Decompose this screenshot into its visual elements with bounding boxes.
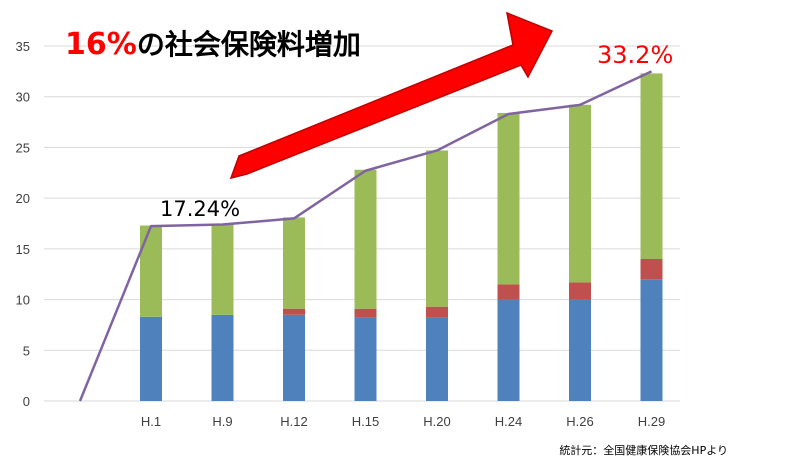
y-tick-label: 30	[16, 90, 30, 105]
bar-segment	[497, 112, 520, 285]
title-highlight: 16%	[65, 27, 137, 62]
bar-stacks	[140, 73, 663, 401]
y-tick-label: 5	[23, 343, 30, 358]
x-tick-label: H.9	[212, 414, 232, 429]
annotation-label: 33.2%	[597, 41, 673, 69]
trend-line	[78, 70, 653, 402]
x-tick-label: H.24	[495, 414, 522, 429]
y-tick-label: 35	[16, 39, 30, 54]
bar-segment	[140, 225, 162, 317]
source-note: 統計元：全国健康保険協会HPより	[559, 443, 728, 457]
bar-segment	[283, 308, 305, 315]
bar-segment	[640, 73, 663, 259]
annotation-label: 17.24%	[160, 197, 240, 221]
annotations: 17.24% 33.2%	[160, 41, 673, 221]
bar-segment	[211, 314, 234, 401]
bar-segment	[426, 150, 448, 307]
trend-line-path	[78, 70, 653, 402]
bar-segment	[354, 169, 377, 309]
y-tick-label: 15	[16, 242, 30, 257]
bar-segment	[354, 317, 377, 401]
bar-segment	[640, 259, 663, 280]
y-tick-label: 20	[16, 191, 30, 206]
y-tick-label: 25	[16, 140, 30, 155]
chart-title: 16%の社会保険料増加	[65, 27, 361, 62]
y-tick-label: 0	[23, 394, 30, 409]
x-tick-label: H.1	[141, 414, 161, 429]
x-tick-label: H.12	[280, 414, 307, 429]
title-rest: の社会保険料増加	[137, 28, 361, 61]
bar-segment	[211, 223, 234, 315]
bar-segment	[497, 299, 520, 401]
x-tick-label: H.29	[638, 414, 665, 429]
x-axis-ticks: H.1 H.9 H.12 H.15 H.20 H.24 H.26 H.29	[141, 414, 665, 429]
x-tick-label: H.20	[423, 414, 450, 429]
bar-segment	[426, 317, 448, 401]
x-tick-label: H.15	[352, 414, 379, 429]
x-tick-label: H.26	[566, 414, 593, 429]
bar-segment	[426, 306, 448, 318]
bar-segment	[497, 284, 520, 300]
y-axis-ticks: 0 5 10 15 20 25 30 35	[16, 39, 30, 409]
bar-segment	[640, 279, 663, 401]
bar-segment	[569, 282, 591, 300]
increase-arrow	[229, 11, 554, 180]
bar-segment	[569, 299, 591, 401]
bar-segment	[354, 308, 377, 318]
bar-segment	[140, 316, 162, 401]
bar-segment	[283, 217, 305, 309]
bar-segment	[569, 104, 591, 283]
y-tick-label: 10	[16, 293, 30, 308]
bar-segment	[283, 314, 305, 401]
